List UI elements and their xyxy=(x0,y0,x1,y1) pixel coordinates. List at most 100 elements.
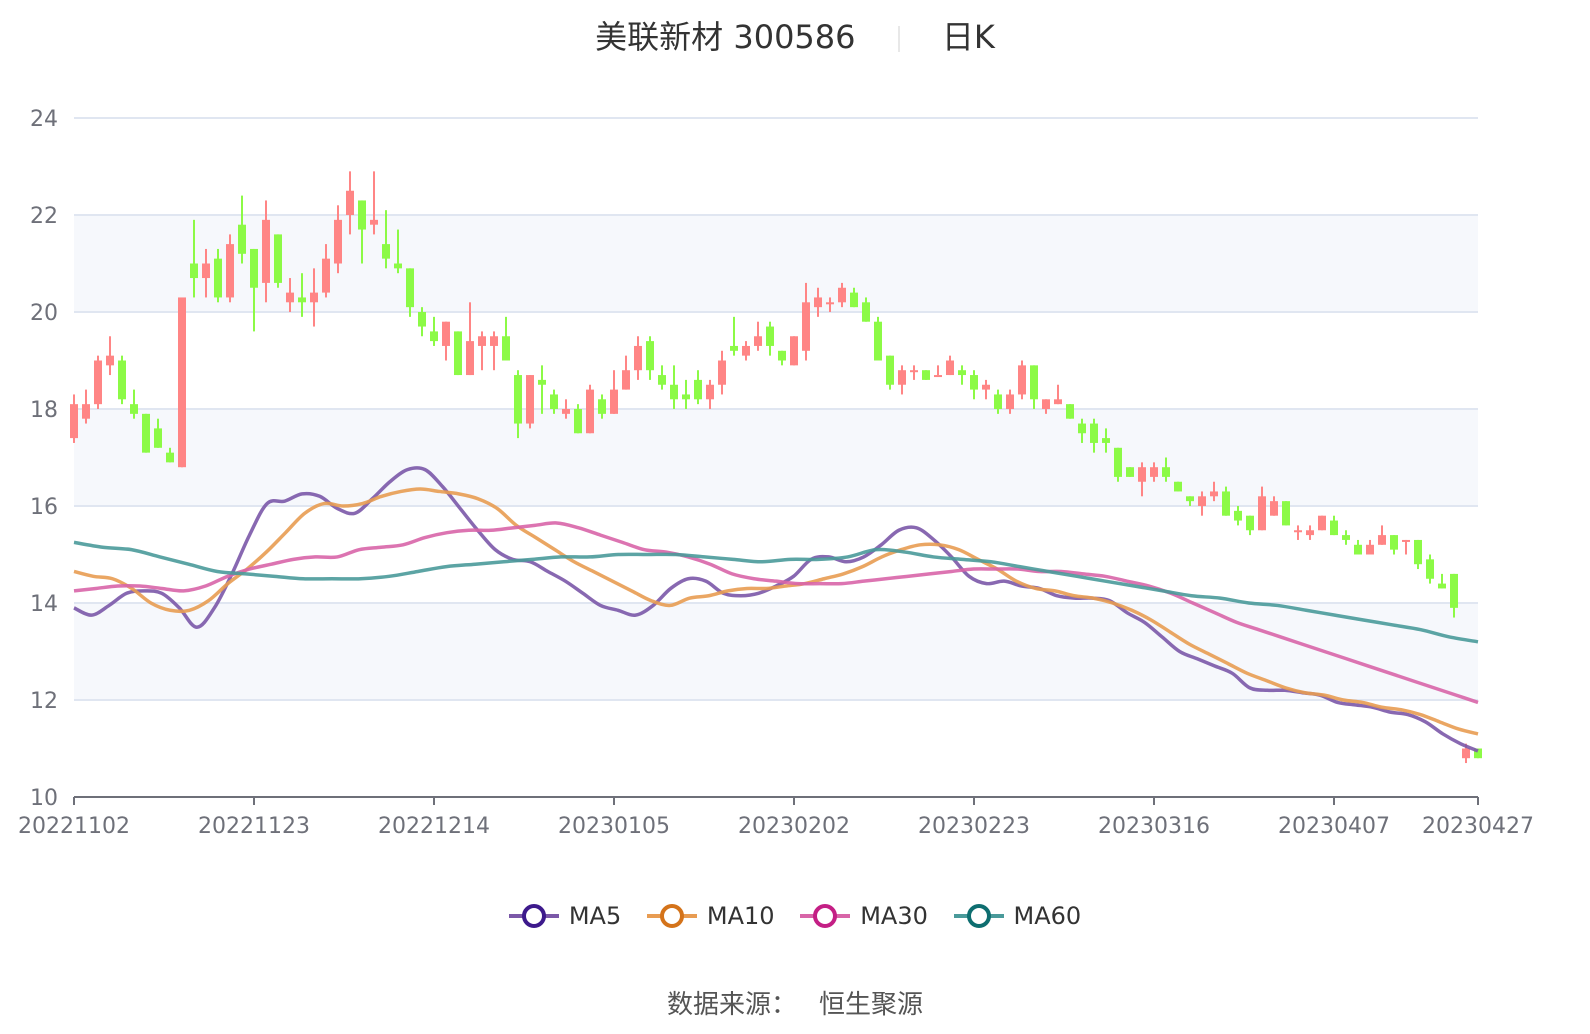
legend-item-ma10[interactable]: MA10 xyxy=(646,902,775,930)
x-tick-label: 20221123 xyxy=(198,814,310,839)
candle-up xyxy=(478,336,486,346)
legend-label-ma10: MA10 xyxy=(706,902,775,930)
legend-item-ma60[interactable]: MA60 xyxy=(953,902,1081,930)
y-tick-label: 14 xyxy=(30,592,58,617)
candle-down xyxy=(1474,748,1482,759)
candle-down xyxy=(358,200,366,230)
candle-up xyxy=(310,292,318,303)
candle-down xyxy=(1438,583,1446,589)
candle-up xyxy=(370,219,378,225)
candle-down xyxy=(886,355,894,385)
source-value: 恒生聚源 xyxy=(819,990,924,1020)
candle-down xyxy=(574,409,582,434)
candle-down xyxy=(382,244,390,259)
candle-up xyxy=(718,360,726,385)
title-divider xyxy=(897,26,900,52)
candle-up xyxy=(286,292,294,303)
grid-band xyxy=(74,409,1478,506)
source-label: 数据来源： xyxy=(666,990,797,1020)
x-tick-label: 20230407 xyxy=(1278,814,1390,839)
stock-name: 美联新材 xyxy=(595,18,724,56)
x-tick-label: 20230202 xyxy=(738,814,850,839)
candle-down xyxy=(598,399,606,414)
candle-up xyxy=(1150,467,1158,477)
candle-down xyxy=(670,384,678,400)
candle-up xyxy=(826,302,834,305)
candle-down xyxy=(1114,447,1122,477)
candle-up xyxy=(982,384,990,390)
candle-down xyxy=(958,370,966,376)
candle-up xyxy=(106,355,114,366)
candle-up xyxy=(1018,365,1026,395)
candle-down xyxy=(874,321,882,361)
y-tick-label: 22 xyxy=(30,204,58,229)
candle-up xyxy=(1054,399,1062,405)
candle-up xyxy=(742,345,750,356)
candle-up xyxy=(262,219,270,283)
legend-item-ma30[interactable]: MA30 xyxy=(800,902,928,930)
legend-item-ma5[interactable]: MA5 xyxy=(508,902,621,930)
candle-up xyxy=(1258,496,1266,531)
candle-down xyxy=(250,248,258,288)
candle-up xyxy=(934,375,942,378)
candle-down xyxy=(394,263,402,269)
x-tick-label: 20230105 xyxy=(558,814,670,839)
legend-label-ma30: MA30 xyxy=(860,902,928,930)
candle-down xyxy=(1246,515,1254,531)
candle-down xyxy=(274,234,282,283)
candle-up xyxy=(838,287,846,303)
y-tick-label: 20 xyxy=(30,301,58,326)
chart-legend: MA5 MA10 MA30 MA60 xyxy=(0,902,1590,936)
candle-down xyxy=(862,302,870,322)
candle-down xyxy=(298,297,306,303)
candle-down xyxy=(142,413,150,453)
candle-down xyxy=(1222,491,1230,516)
candle-down xyxy=(418,312,426,327)
candle-down xyxy=(430,331,438,342)
candle-up xyxy=(70,404,78,439)
candle-up xyxy=(442,321,450,346)
candle-down xyxy=(1414,539,1422,565)
candle-down xyxy=(1030,365,1038,400)
candle-down xyxy=(214,258,222,298)
candle-down xyxy=(1162,467,1170,477)
candle-up xyxy=(346,190,354,215)
candle-down xyxy=(658,375,666,385)
candle-up xyxy=(202,263,210,279)
y-tick-label: 16 xyxy=(30,495,58,520)
candle-up xyxy=(754,336,762,346)
x-tick-label: 20230316 xyxy=(1098,814,1210,839)
x-tick-label: 20221102 xyxy=(18,814,130,839)
candle-down xyxy=(922,370,930,380)
legend-marker-ma10-icon xyxy=(646,904,697,928)
legend-marker-ma30-icon xyxy=(800,904,851,928)
candle-up xyxy=(334,219,342,264)
candle-down xyxy=(1066,404,1074,419)
candle-down xyxy=(646,341,654,371)
candle-down xyxy=(502,336,510,361)
candle-down xyxy=(994,394,1002,409)
candle-down xyxy=(130,404,138,414)
period-label: 日K xyxy=(941,18,995,56)
candle-down xyxy=(970,375,978,390)
data-source: 数据来源： 恒生聚源 xyxy=(0,984,1590,1021)
candle-down xyxy=(514,375,522,424)
candle-down xyxy=(1174,481,1182,492)
legend-marker-ma5-icon xyxy=(508,904,559,928)
candle-down xyxy=(850,292,858,308)
stock-code: 300586 xyxy=(733,18,856,56)
chart-title: 美联新材 300586 日K xyxy=(0,12,1590,58)
candle-down xyxy=(1090,423,1098,443)
candle-up xyxy=(1402,539,1410,542)
grid-band xyxy=(74,215,1478,312)
candle-up xyxy=(814,297,822,308)
candle-up xyxy=(466,341,474,376)
candle-down xyxy=(1330,520,1338,536)
candle-down xyxy=(238,224,246,254)
y-tick-label: 24 xyxy=(30,107,58,132)
legend-marker-ma60-icon xyxy=(953,904,1004,928)
candle-down xyxy=(1390,535,1398,550)
candle-up xyxy=(1006,394,1014,409)
candle-up xyxy=(1378,535,1386,545)
candle-up xyxy=(1270,501,1278,516)
